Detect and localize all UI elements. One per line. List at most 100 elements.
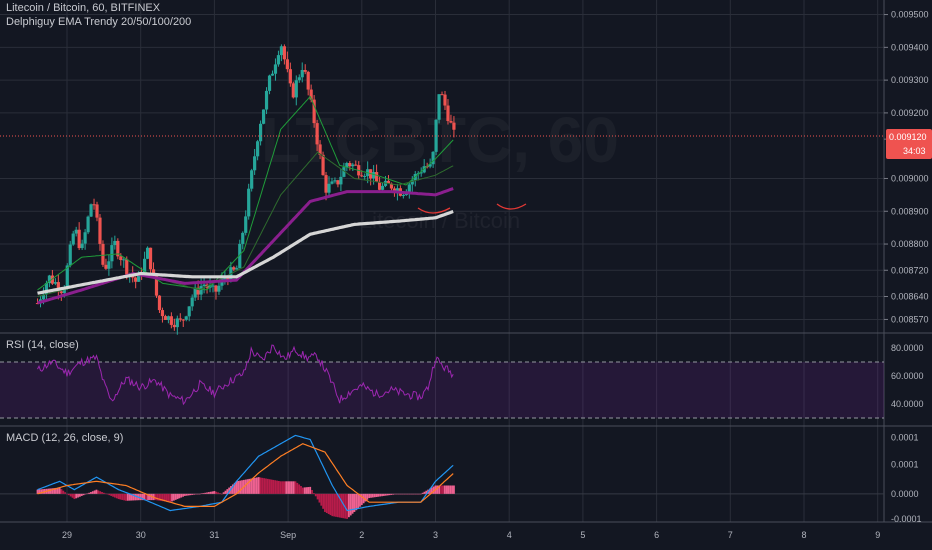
macd-hist-bar xyxy=(209,491,212,494)
candle-body xyxy=(184,316,188,320)
macd-hist-bar xyxy=(139,493,142,501)
macd-hist-bar xyxy=(67,493,70,496)
candle-body xyxy=(386,180,391,184)
macd-hist-bar xyxy=(171,493,173,502)
candle-body xyxy=(336,180,340,185)
macd-hist-bar xyxy=(180,493,183,498)
candle-body xyxy=(104,264,108,269)
candle-body xyxy=(309,89,313,100)
candle-body xyxy=(374,172,379,183)
symbol-title[interactable]: Litecoin / Bitcoin, 60, BITFINEX xyxy=(6,2,161,14)
price-tick-label: 0.009000 xyxy=(891,173,929,183)
candle-body xyxy=(190,297,194,307)
candle-body xyxy=(163,316,168,320)
macd-hist-bar xyxy=(213,491,216,494)
macd-hist-bar xyxy=(430,487,433,494)
macd-hist-bar xyxy=(254,477,256,494)
current-price-marker: 0.009120 34:03 xyxy=(0,129,932,159)
macd-hist-bar xyxy=(373,493,376,498)
macd-hist-bar xyxy=(445,485,448,494)
macd-hist-bar xyxy=(370,493,372,498)
time-tick-label: 3 xyxy=(433,530,438,540)
candle-body xyxy=(318,144,322,155)
candle-body xyxy=(267,75,272,91)
time-tick-label: 31 xyxy=(209,530,219,540)
candle-body xyxy=(89,204,93,217)
macd-hist-bar xyxy=(112,493,114,497)
candle-body xyxy=(181,319,185,321)
candle-body xyxy=(253,156,257,171)
macd-hist-bar xyxy=(125,493,127,501)
macd-hist-bar xyxy=(215,491,218,494)
candle-body xyxy=(101,243,105,265)
price-tick-label: 0.008800 xyxy=(891,239,929,249)
macd-axis[interactable]: 0.0001 0.0001 0.0000 -0.0001 xyxy=(891,432,922,523)
candle-body xyxy=(351,164,355,167)
candle-body xyxy=(151,269,156,276)
macd-hist-bar xyxy=(84,493,87,495)
time-tick-label: 4 xyxy=(507,530,512,540)
macd-hist-bar xyxy=(233,482,236,494)
candle-body xyxy=(312,99,316,124)
macd-title[interactable]: MACD (12, 26, close, 9) xyxy=(6,432,124,444)
price-axis[interactable]: 0.009500 0.009400 0.009300 0.009200 0.009000… xyxy=(884,10,929,325)
candle-body xyxy=(241,232,245,244)
candle-body xyxy=(80,243,84,249)
macd-hist-bar xyxy=(117,493,120,500)
macd-hist-bar xyxy=(397,493,400,495)
candle-body xyxy=(62,288,66,294)
drawing-arcs xyxy=(417,203,527,214)
candle-body xyxy=(59,291,63,294)
macd-hist-bar xyxy=(414,493,417,495)
macd-hist-bar xyxy=(266,478,269,494)
macd-hist-bar xyxy=(410,493,413,495)
time-tick-label: 2 xyxy=(359,530,364,540)
rsi-title[interactable]: RSI (14, close) xyxy=(6,339,79,351)
macd-hist-bar xyxy=(93,490,96,494)
macd-hist-bar xyxy=(187,493,190,496)
macd-hist-bar xyxy=(224,490,227,494)
macd-hist-bar xyxy=(261,477,264,494)
candle-body xyxy=(401,195,405,197)
macd-hist-bar xyxy=(80,493,83,496)
candle-body xyxy=(348,163,352,167)
macd-hist-bar xyxy=(198,493,201,495)
indicator-title[interactable]: Delphiguy EMA Trendy 20/50/100/200 xyxy=(6,16,192,28)
macd-hist-bar xyxy=(114,493,116,498)
macd-hist-bar xyxy=(169,493,172,503)
candle-body xyxy=(235,268,239,270)
time-tick-label: 7 xyxy=(728,530,733,540)
candle-body xyxy=(345,163,349,168)
time-axis[interactable]: 29 30 31 Sep 2 3 4 5 6 7 8 9 xyxy=(62,530,880,540)
candle-body xyxy=(211,285,215,287)
macd-hist-bar xyxy=(86,493,89,495)
macd-hist-bar xyxy=(56,487,59,494)
macd-hist-bar xyxy=(252,478,254,494)
macd-hist-bar xyxy=(55,487,57,494)
macd-hist-bar xyxy=(408,493,411,495)
candle-body xyxy=(395,188,400,193)
macd-hist-bar xyxy=(235,481,238,494)
macd-hist-bar xyxy=(263,478,266,494)
candle-body xyxy=(333,180,337,182)
candle-body xyxy=(92,204,96,206)
macd-tick-label: 0.0000 xyxy=(891,489,919,499)
time-tick-label: 30 xyxy=(136,530,146,540)
macd-hist-bar xyxy=(384,493,387,496)
macd-hist-bar xyxy=(346,493,348,519)
macd-hist-bar xyxy=(401,493,404,495)
macd-hist-bar xyxy=(71,493,74,498)
macd-hist-bar xyxy=(147,493,149,501)
macd-hist-bar xyxy=(351,493,354,514)
candle-body xyxy=(279,46,284,56)
macd-hist-bar xyxy=(312,493,315,494)
macd-hist-bar xyxy=(453,485,455,494)
macd-hist-bar xyxy=(355,493,358,511)
candle-body xyxy=(193,287,197,298)
macd-hist-bar xyxy=(237,480,240,494)
rsi-axis[interactable]: 80.0000 60.0000 40.0000 xyxy=(891,343,924,409)
macd-hist-bar xyxy=(371,493,374,498)
macd-hist-bar xyxy=(202,493,205,494)
candle-body xyxy=(428,164,432,167)
